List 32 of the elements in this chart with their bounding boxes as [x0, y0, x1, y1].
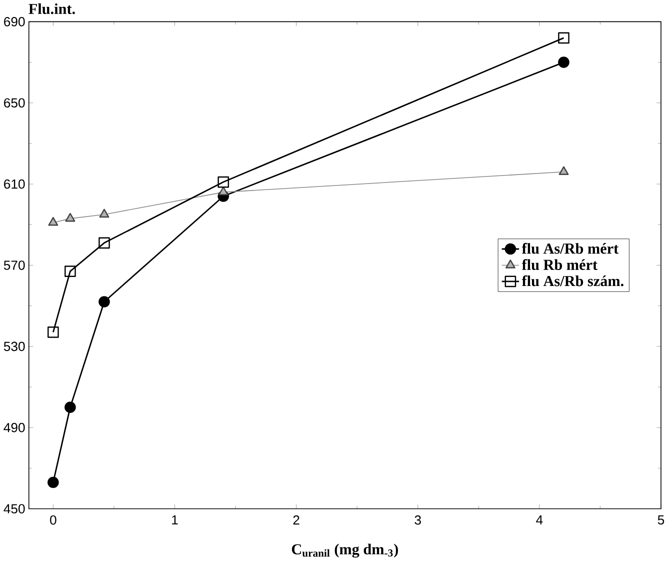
- x-axis-title: C$_{uranil}$ (mg dm$_{-3}$): [292, 544, 398, 558]
- legend-label: flu As/Rb mért: [522, 242, 619, 254]
- y-tick-label: 610: [4, 179, 25, 189]
- point: [558, 32, 570, 44]
- point: [98, 237, 110, 249]
- point: [99, 208, 110, 218]
- x-tick-label: 4: [536, 515, 543, 524]
- x-tick-label: 0: [50, 515, 56, 525]
- y-tick-label: 650: [4, 98, 25, 108]
- point: [48, 326, 59, 338]
- y-tick-label: 570: [4, 260, 25, 270]
- point: [48, 476, 59, 488]
- y-tick-label: 450: [4, 504, 25, 514]
- x-tick-label: 3: [414, 515, 421, 525]
- x-tick-label: 5: [658, 515, 664, 525]
- y-tick-label: 490: [4, 422, 25, 432]
- x-tick-label: 1: [172, 515, 178, 524]
- legend-label: flu As/Rb szám.: [522, 275, 624, 286]
- point: [65, 212, 76, 222]
- point: [558, 166, 569, 176]
- point: [98, 296, 110, 308]
- point: [558, 56, 570, 68]
- legend-label: flu Rb mért: [522, 259, 598, 270]
- y-tick-label: 530: [4, 342, 25, 352]
- y-axis-title: Flu.int.: [28, 3, 75, 14]
- point: [218, 186, 228, 196]
- x-tick-label: 2: [293, 515, 300, 525]
- y-tick-label: 690: [4, 17, 25, 26]
- point: [64, 402, 76, 413]
- point: [218, 176, 230, 188]
- point: [48, 216, 58, 226]
- point: [64, 266, 76, 277]
